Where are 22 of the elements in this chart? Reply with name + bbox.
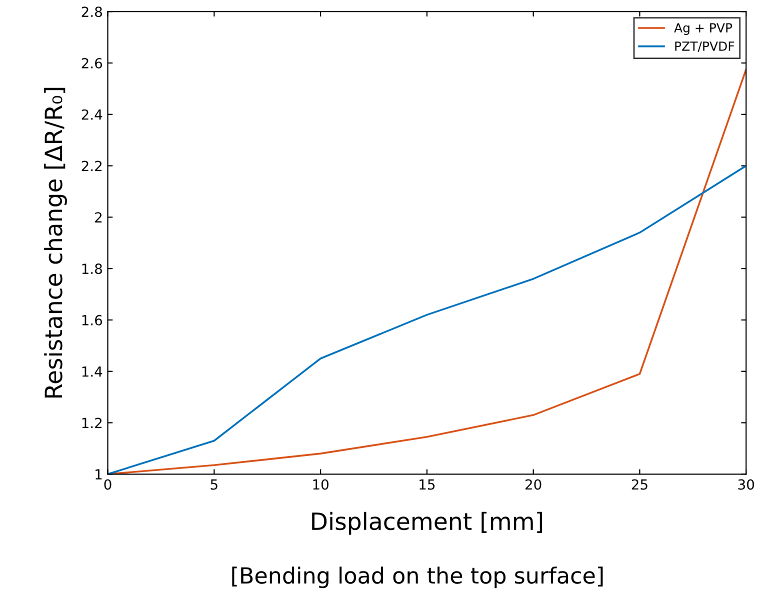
legend-label: PZT/PVDF bbox=[675, 42, 734, 52]
y-tick-label: 1.4 bbox=[82, 366, 102, 377]
x-tick-label: 10 bbox=[313, 479, 328, 490]
y-axis-title: Resistance change [ΔR/R₀] bbox=[44, 88, 67, 398]
y-tick-label: 2.8 bbox=[82, 6, 102, 18]
y-tick-label: 1 bbox=[96, 469, 102, 480]
y-tick-label: 2.2 bbox=[82, 160, 102, 172]
x-tick-label: 30 bbox=[738, 479, 754, 490]
x-axis-title: Displacement [mm] bbox=[312, 512, 542, 535]
x-tick-label: 0 bbox=[104, 479, 112, 490]
x-tick-label: 20 bbox=[526, 479, 542, 490]
text: [Bending load on the top surface] bbox=[232, 566, 603, 588]
x-tick-label: 5 bbox=[210, 479, 218, 490]
legend-label: Ag + PVP bbox=[674, 23, 732, 35]
y-tick-label: 2 bbox=[95, 212, 102, 222]
x-tick-label: 15 bbox=[420, 479, 435, 490]
y-tick-label: 2.6 bbox=[82, 58, 102, 68]
y-tick-label: 1.8 bbox=[82, 264, 102, 274]
y-tick-label: 1.2 bbox=[82, 418, 102, 428]
x-tick-label: 25 bbox=[632, 479, 648, 490]
y-tick-label: 2.4 bbox=[82, 109, 102, 120]
y-tick-label: 1.6 bbox=[82, 314, 102, 326]
